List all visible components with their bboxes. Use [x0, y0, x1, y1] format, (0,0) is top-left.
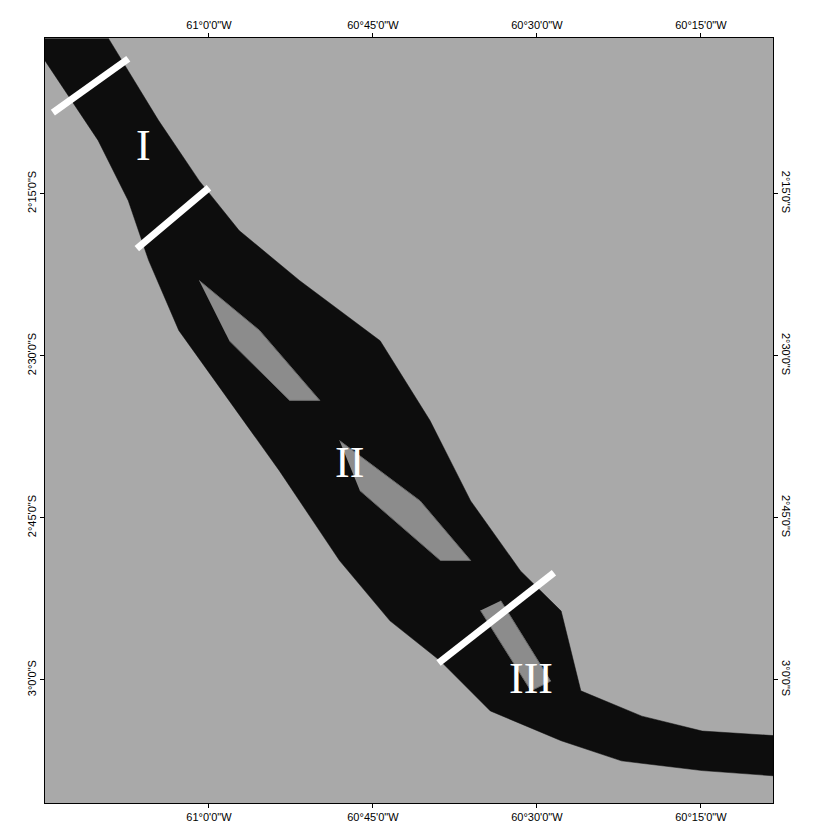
- svg-text:2°45'0"S: 2°45'0"S: [26, 495, 38, 537]
- svg-text:2°15'0"S: 2°15'0"S: [26, 171, 38, 213]
- svg-text:3°0'0"S: 3°0'0"S: [26, 660, 38, 696]
- svg-text:60°45'0"W: 60°45'0"W: [347, 19, 399, 31]
- svg-text:60°15'0"W: 60°15'0"W: [675, 19, 727, 31]
- svg-text:2°30'0"S: 2°30'0"S: [780, 333, 792, 375]
- svg-text:61°0'0"W: 61°0'0"W: [186, 19, 232, 31]
- svg-text:60°15'0"W: 60°15'0"W: [675, 811, 727, 823]
- svg-text:I: I: [136, 121, 151, 170]
- svg-text:60°30'0"W: 60°30'0"W: [511, 19, 563, 31]
- svg-text:3°0'0"S: 3°0'0"S: [780, 660, 792, 696]
- svg-text:III: III: [509, 654, 553, 703]
- svg-text:2°45'0"S: 2°45'0"S: [780, 495, 792, 537]
- svg-text:2°15'0"S: 2°15'0"S: [780, 171, 792, 213]
- svg-text:2°30'0"S: 2°30'0"S: [26, 333, 38, 375]
- svg-text:60°45'0"W: 60°45'0"W: [347, 811, 399, 823]
- svg-text:II: II: [335, 438, 364, 487]
- svg-text:60°30'0"W: 60°30'0"W: [511, 811, 563, 823]
- svg-text:61°0'0"W: 61°0'0"W: [186, 811, 232, 823]
